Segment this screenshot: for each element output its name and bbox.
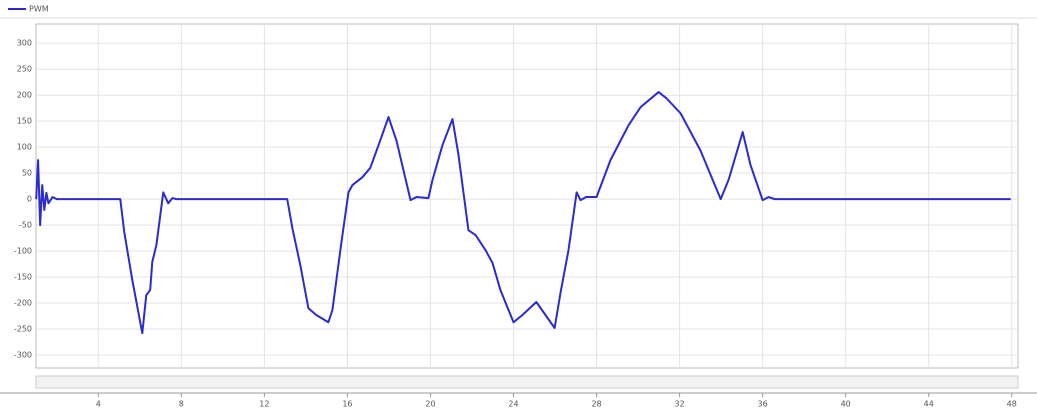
x-tick-label: 32 [675,400,685,409]
y-tick-label: 150 [17,117,32,126]
scrollbar[interactable] [35,375,1019,389]
legend-label: PWM [29,5,49,14]
y-tick-label: 300 [17,39,32,48]
y-tick-label: 50 [22,169,32,178]
x-tick-label: 20 [425,400,435,409]
y-tick-label: 250 [17,65,32,74]
y-tick-label: -150 [14,273,32,282]
x-tick-label: 44 [924,400,934,409]
y-tick-label: -250 [14,325,32,334]
y-tick-label: 0 [27,195,32,204]
x-tick-label: 48 [1007,400,1017,409]
x-tick-label: 24 [508,400,518,409]
y-tick-label: -50 [19,221,32,230]
y-tick-label: 100 [17,143,32,152]
x-tick-label: 40 [841,400,851,409]
x-tick-label: 12 [259,400,269,409]
y-tick-label: -100 [14,247,32,256]
x-tick-label: 16 [342,400,352,409]
y-tick-label: -300 [14,351,32,360]
y-tick-label: 200 [17,91,32,100]
x-tick-label: 28 [591,400,601,409]
data-line [35,91,1011,335]
y-tick-label: -200 [14,299,32,308]
x-tick-label: 8 [179,400,184,409]
x-tick-label: 4 [96,400,101,409]
x-tick-label: 36 [758,400,768,409]
